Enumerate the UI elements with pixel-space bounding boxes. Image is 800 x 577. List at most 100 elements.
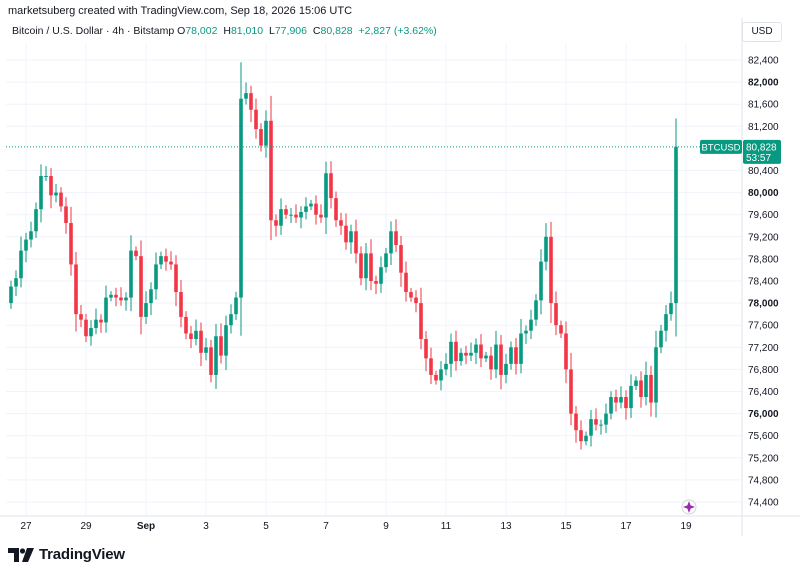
legend-low-value: 77,906 [274, 25, 307, 37]
candle-body [14, 278, 18, 287]
time-tick-label: 9 [383, 521, 389, 532]
candle-body [109, 294, 113, 298]
price-tick-label: 76,800 [748, 365, 779, 376]
legend-change: +2,827 (+3.62%) [358, 25, 437, 37]
candle-body [99, 319, 103, 323]
candle-body [384, 253, 388, 268]
price-tick-label: 74,400 [748, 498, 779, 509]
candle-body [464, 352, 468, 356]
candle-body [119, 297, 123, 301]
candle-body [39, 176, 43, 210]
candle-body [289, 214, 293, 216]
candle-body [249, 93, 253, 110]
candle-body [84, 319, 88, 337]
candle-body [494, 344, 498, 370]
candle-body [94, 319, 98, 328]
candle-body [634, 380, 638, 386]
price-tick-label: 74,800 [748, 475, 779, 486]
candle-body [564, 333, 568, 370]
tradingview-brand: TradingView [8, 546, 125, 563]
candle-body [354, 231, 358, 254]
candle-body [489, 355, 493, 370]
candle-body [604, 413, 608, 425]
candle-body [104, 297, 108, 323]
candle-body [559, 325, 563, 334]
candle-body [674, 146, 678, 304]
candle-body [154, 264, 158, 290]
candle-body [519, 333, 523, 364]
price-tick-label: 80,400 [748, 166, 779, 177]
candle-body [514, 347, 518, 364]
candle-body [509, 347, 513, 364]
candle-body [364, 253, 368, 279]
time-tick-label: 7 [323, 521, 329, 532]
candle-body [569, 369, 573, 414]
price-tick-label: 75,600 [748, 431, 779, 442]
legend-high-value: 81,010 [230, 25, 264, 37]
candle-body [619, 397, 623, 403]
legend-open-label: O [177, 25, 186, 37]
currency-selector[interactable]: USD [742, 22, 782, 42]
candle-body [414, 297, 418, 304]
time-tick-label: 15 [560, 521, 572, 532]
candle-body [44, 176, 48, 178]
candle-body [134, 250, 138, 257]
candle-body [659, 330, 663, 348]
candle-body [189, 333, 193, 340]
candle-body [139, 256, 143, 317]
candle-body [644, 374, 648, 398]
candle-body [64, 206, 68, 223]
candle-body [269, 120, 273, 221]
candle-body [394, 231, 398, 246]
candle-body [79, 314, 83, 320]
candle-body [54, 192, 58, 196]
candle-body [329, 173, 333, 199]
candle-body [639, 380, 643, 398]
candle-body [114, 294, 118, 298]
candle-body [9, 286, 13, 304]
symbol-tag-label: BTCUSD [701, 142, 740, 153]
candles [9, 62, 678, 450]
price-axis: 74,400 74,800 75,200 75,600 76,000 76,400 76,8… [748, 56, 779, 509]
candle-body [74, 264, 78, 315]
candle-body [34, 209, 38, 232]
candle-body [629, 385, 633, 409]
candle-body [279, 209, 283, 226]
candle-body [439, 369, 443, 381]
candle-body [224, 325, 228, 356]
candle-body [499, 344, 503, 375]
price-tick-label: 82,400 [748, 56, 779, 67]
candle-body [199, 330, 203, 353]
candle-body [234, 297, 238, 315]
time-tick-label: 29 [80, 521, 92, 532]
candle-body [649, 374, 653, 403]
candle-body [669, 303, 673, 315]
time-tick-label: 11 [441, 521, 452, 532]
candle-body [524, 330, 528, 334]
candle-body [404, 272, 408, 293]
price-tick-label: 77,200 [748, 343, 779, 354]
candle-body [219, 336, 223, 356]
candle-body [614, 397, 618, 403]
candle-body [474, 344, 478, 353]
price-tick-label: 78,800 [748, 254, 779, 265]
candle-body [239, 98, 243, 298]
legend-open-value: 78,002 [185, 25, 218, 37]
candle-body [339, 220, 343, 226]
grid-lines [6, 44, 742, 516]
price-tick-label: 76,400 [748, 387, 779, 398]
sparkle-icon-star [683, 501, 695, 513]
time-tick-label: 3 [203, 521, 209, 532]
candle-body [599, 424, 603, 426]
price-tick-label: 75,200 [748, 453, 779, 464]
price-tag-bg [743, 139, 781, 164]
candle-body [164, 256, 168, 262]
candle-body [539, 261, 543, 301]
candle-body [29, 231, 33, 240]
candle-body [179, 292, 183, 317]
time-tick-label: 19 [680, 521, 692, 532]
candle-body [544, 236, 548, 262]
